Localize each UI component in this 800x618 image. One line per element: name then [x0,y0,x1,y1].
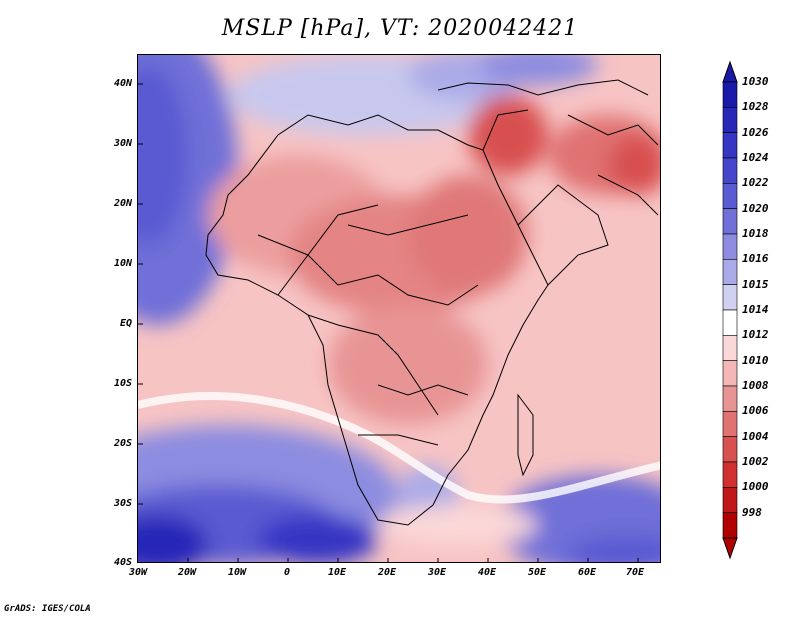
colorbar-level-label: 1028 [742,100,769,114]
colorbar-swatch [722,157,738,184]
colorbar-level-label: 1026 [742,125,769,139]
lat-label: 40S [113,557,132,568]
colorbar [722,60,738,560]
colorbar-swatch [722,81,738,108]
map-field [138,55,660,562]
colorbar-level-label: 1016 [742,252,769,266]
colorbar-swatch [722,512,738,539]
colorbar-level-label: 1018 [742,227,769,240]
lat-label: 10S [113,378,132,389]
colorbar-level-label: 1010 [742,353,769,367]
lat-label: 10N [113,258,132,269]
colorbar-level-label: 1006 [742,404,769,418]
colorbar-level-label: 1012 [742,328,769,342]
colorbar-top-arrow [722,60,738,83]
lat-label: EQ [119,318,132,329]
lon-label: 20E [377,567,397,578]
colorbar-level-label: 1002 [742,455,769,468]
colorbar-swatch [722,183,738,209]
colorbar-swatch [722,132,738,159]
colorbar-swatch [722,436,738,463]
lon-label: 10W [227,567,247,578]
colorbar-level-label: 1004 [742,429,769,443]
lon-label: 50E [527,567,547,578]
colorbar-swatch [722,360,738,387]
colorbar-level-label: 1024 [742,151,769,164]
colorbar-swatch [722,208,738,235]
lon-label: 0 [283,567,291,578]
colorbar-swatch [722,411,738,437]
colorbar-swatch [722,309,738,336]
colorbar-level-label: 1000 [742,480,769,494]
colorbar-level-label: 1008 [742,379,769,392]
colorbar-swatch [722,335,738,361]
colorbar-bottom-arrow [722,537,738,560]
lat-label: 30N [113,138,132,149]
lat-label: 30S [113,498,132,509]
lon-label: 30E [427,567,447,578]
chart-title: MSLP [hPa], VT: 2020042421 [221,16,579,41]
lat-label: 40N [113,78,132,89]
footer-credit: GrADS: IGES/COLA [4,604,91,614]
lon-label: 30W [128,567,148,578]
lon-label: 60E [577,567,597,578]
lon-label: 40E [477,567,497,578]
coastlines [205,79,659,526]
colorbar-swatch [722,385,738,412]
lat-label: 20N [113,198,132,209]
colorbar-level-label: 1015 [742,277,769,291]
colorbar-level-label: 1022 [742,176,769,190]
colorbar-swatch [722,259,738,285]
pressure-map [137,54,661,563]
colorbar-swatch [722,461,738,488]
colorbar-level-label: 1014 [742,303,769,316]
lon-label: 20W [177,567,197,578]
colorbar-level-label: 1030 [742,75,769,88]
colorbar-swatch [722,487,738,513]
colorbar-level-label: 998 [742,505,762,519]
pressure-blobs [138,55,660,562]
colorbar-swatch [722,233,738,260]
colorbar-swatch [722,107,738,133]
axis-ticks [138,83,639,562]
colorbar-swatch [722,284,738,311]
lat-label: 20S [113,438,132,449]
colorbar-level-label: 1020 [742,201,769,215]
lon-label: 10E [327,567,347,578]
lon-label: 70E [625,567,645,578]
